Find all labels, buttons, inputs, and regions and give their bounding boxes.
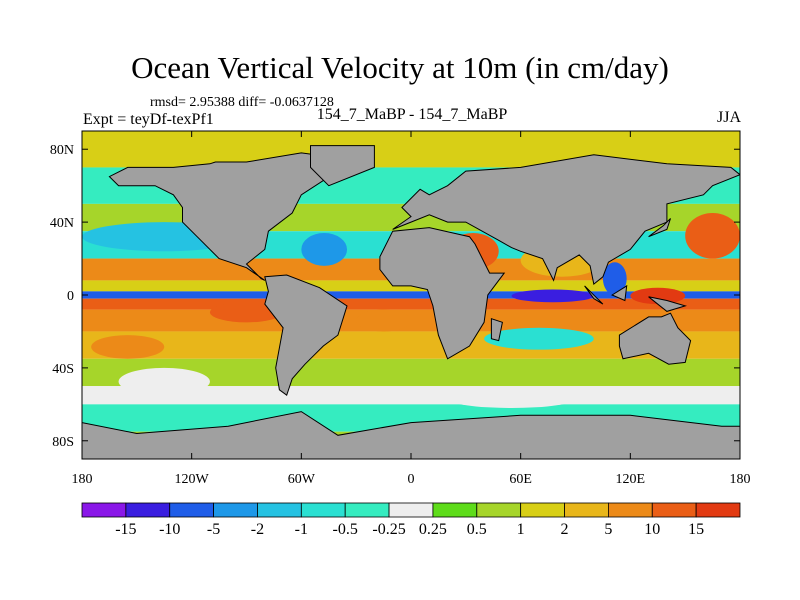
colorbar-label: 2 bbox=[561, 521, 569, 538]
colorbar-label: -10 bbox=[159, 521, 180, 538]
land-polygon bbox=[82, 411, 740, 459]
x-tick-label: 0 bbox=[408, 472, 415, 487]
field-anomaly bbox=[602, 262, 627, 295]
x-tick-label: 120W bbox=[175, 472, 210, 487]
x-tick-label: 60W bbox=[288, 472, 316, 487]
x-axis: 180 120W 60W 0 60E 120E 180 bbox=[72, 131, 751, 487]
field-anomaly bbox=[209, 302, 284, 323]
colorbar-label: -0.25 bbox=[372, 521, 405, 538]
land-polygon bbox=[648, 296, 687, 312]
y-axis: 80N 40N 0 40S 80S bbox=[50, 143, 740, 450]
colorbar-swatch bbox=[344, 502, 390, 518]
y-tick-label: 80N bbox=[50, 143, 74, 158]
colorbar-swatch bbox=[125, 502, 171, 518]
field-anomaly bbox=[301, 233, 348, 266]
land-polygon bbox=[611, 284, 628, 302]
field-anomaly bbox=[91, 335, 165, 359]
colorbar-label: -1 bbox=[295, 521, 308, 538]
land-polygon bbox=[584, 285, 604, 305]
colorbar-label: 1 bbox=[517, 521, 525, 538]
field-anomaly bbox=[118, 367, 210, 396]
land-polygon bbox=[648, 218, 671, 238]
y-tick-label: 80S bbox=[52, 435, 74, 450]
colorbar-label: -15 bbox=[115, 521, 136, 538]
colorbar-label: 0.25 bbox=[419, 521, 447, 538]
colorbar-label: -0.5 bbox=[333, 521, 358, 538]
field-band bbox=[82, 386, 740, 405]
y-tick-label: 0 bbox=[67, 289, 74, 304]
land-polygon bbox=[264, 274, 348, 397]
x-tick-label: 180 bbox=[730, 472, 751, 487]
land-polygon bbox=[392, 154, 740, 286]
colorbar-swatch bbox=[520, 502, 565, 518]
colorbar-label: 10 bbox=[644, 521, 660, 538]
colorbar-swatch bbox=[81, 502, 127, 518]
colorbar-swatch bbox=[695, 502, 741, 518]
y-tick-label: 40N bbox=[50, 216, 74, 231]
colorbar-swatch bbox=[388, 502, 434, 518]
colorbar-label: -5 bbox=[207, 521, 220, 538]
colorbar-label: -2 bbox=[251, 521, 264, 538]
land-polygon bbox=[310, 145, 375, 187]
chart-title: Ocean Vertical Velocity at 10m (in cm/da… bbox=[131, 50, 669, 85]
field-anomaly bbox=[447, 389, 576, 408]
land-mask bbox=[82, 145, 740, 459]
colorbar-swatch bbox=[300, 502, 346, 518]
colorbar-swatch bbox=[432, 502, 478, 518]
colorbar-label: 15 bbox=[688, 521, 704, 538]
field-anomaly bbox=[356, 309, 412, 332]
field-band bbox=[82, 291, 740, 299]
field-anomaly bbox=[484, 327, 594, 350]
colorbar-label: 0.5 bbox=[467, 521, 487, 538]
land-polygon bbox=[490, 318, 503, 342]
field-anomaly bbox=[685, 213, 740, 259]
colorbar-label: 5 bbox=[604, 521, 612, 538]
colorbar-swatch bbox=[213, 502, 258, 518]
stats-line: rmsd= 2.95388 diff= -0.0637128 bbox=[150, 95, 334, 110]
colorbar-swatch bbox=[564, 502, 609, 518]
season-label: JJA bbox=[717, 109, 742, 126]
land-polygon bbox=[379, 227, 506, 360]
field-band bbox=[82, 298, 740, 310]
colorbar-swatch bbox=[169, 502, 215, 518]
x-tick-label: 120E bbox=[616, 472, 646, 487]
colorbar-swatch bbox=[257, 502, 302, 518]
expt-label: Expt = teyDf-texPf1 bbox=[83, 111, 214, 128]
colorbar-swatch bbox=[651, 502, 697, 518]
colorbar: -15 -10 -5 -2 -1 -0.5 -0.25 0.25 0.5 1 2 5 10 15 bbox=[81, 502, 741, 538]
field-anomaly bbox=[630, 287, 686, 305]
y-tick-label: 40S bbox=[52, 362, 74, 377]
colorbar-swatch bbox=[476, 502, 522, 518]
x-tick-label: 180 bbox=[72, 472, 93, 487]
field-anomaly bbox=[511, 289, 594, 303]
colorbar-swatch bbox=[608, 502, 653, 518]
land-polygon bbox=[618, 312, 692, 365]
x-tick-label: 60E bbox=[509, 472, 532, 487]
case-label: 154_7_MaBP - 154_7_MaBP bbox=[316, 106, 508, 123]
